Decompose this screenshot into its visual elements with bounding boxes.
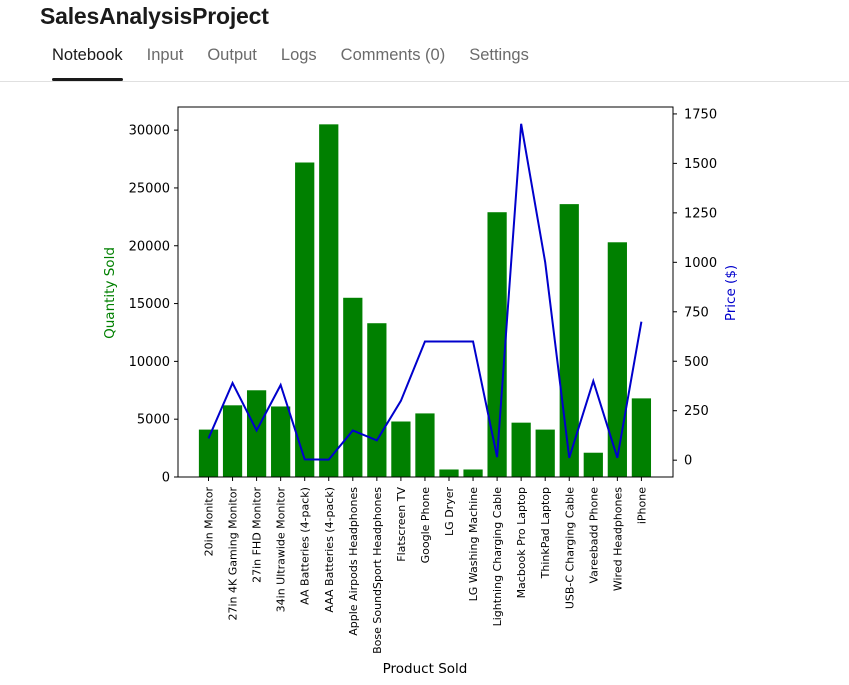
bar [607,242,627,477]
y-tick-label: 0 [162,471,170,486]
bar [319,124,339,477]
tab-input[interactable]: Input [146,46,184,64]
y-axis-label: Quantity Sold [102,247,118,339]
x-tick-label: Bose SoundSport Headphones [371,487,384,654]
y2-tick-label: 0 [684,454,692,469]
y2-axis-label: Price ($) [723,265,739,321]
x-axis-label: Product Sold [383,661,468,677]
y-tick-label: 15000 [129,297,170,312]
x-tick-label: LG Washing Machine [467,487,480,602]
x-tick-label: AAA Batteries (4-pack) [323,487,336,613]
project-title: SalesAnalysisProject [40,3,269,29]
x-tick-label: 27in FHD Monitor [251,487,264,583]
header-divider [0,81,849,82]
bar [246,390,267,477]
x-tick-label: Apple Airpods Headphones [347,487,360,636]
bar [367,323,387,477]
y2-tick-label: 1750 [684,107,717,122]
bar [222,405,243,477]
bar [391,421,411,477]
x-tick-label: AA Batteries (4-pack) [299,487,312,605]
bar [439,469,459,477]
x-tick-label: Lightning Charging Cable [491,487,504,627]
bar [631,398,652,477]
bar [415,413,435,477]
bar [198,429,219,477]
bar [343,297,363,477]
bar [583,452,603,477]
x-tick-label: iPhone [635,487,648,524]
y-tick-label: 20000 [129,239,170,254]
tab-output[interactable]: Output [207,46,257,64]
x-tick-label: ThinkPad Laptop [539,487,552,579]
x-tick-label: Macbook Pro Laptop [515,487,528,598]
y-tick-label: 30000 [129,124,170,139]
y-tick-label: 10000 [129,355,170,370]
y2-tick-label: 1500 [684,157,717,172]
x-tick-label: Flatscreen TV [395,487,408,562]
bar [487,212,507,477]
x-tick-label: USB-C Charging Cable [563,487,576,609]
x-tick-label: LG Dryer [443,487,456,536]
y2-tick-label: 1250 [684,206,717,221]
y2-tick-label: 500 [684,355,709,370]
tab-bar: Notebook Input Output Logs Comments (0) Setti… [40,46,541,81]
x-tick-label: 34in Ultrawide Monitor [275,487,288,613]
tab-comments[interactable]: Comments (0) [340,46,446,64]
x-tick-label: Vareebadd Phone [587,487,600,584]
y2-tick-label: 750 [684,305,709,320]
plot-frame [177,106,674,478]
price-line [207,123,643,461]
y2-tick-label: 1000 [684,256,717,271]
bar [463,469,483,477]
bar [559,204,579,477]
bar [295,162,315,477]
bar [511,422,531,477]
tab-logs[interactable]: Logs [280,46,317,64]
sales-chart: 0 5000 10000 15000 20000 25000 30000 0 250 500 750… [102,106,739,677]
y2-tick-label: 250 [684,404,709,419]
x-tick-label: 27in 4K Gaming Monitor [227,487,240,621]
tab-notebook[interactable]: Notebook [40,46,135,81]
x-tick-label: Wired Headphones [611,487,624,591]
bar [271,406,291,477]
y-tick-label: 5000 [137,413,170,428]
x-tick-label: Google Phone [419,487,432,564]
bar [535,429,555,477]
x-tick-label: 20in Monitor [203,487,216,557]
tab-settings[interactable]: Settings [469,46,529,64]
y-tick-label: 25000 [129,181,170,196]
